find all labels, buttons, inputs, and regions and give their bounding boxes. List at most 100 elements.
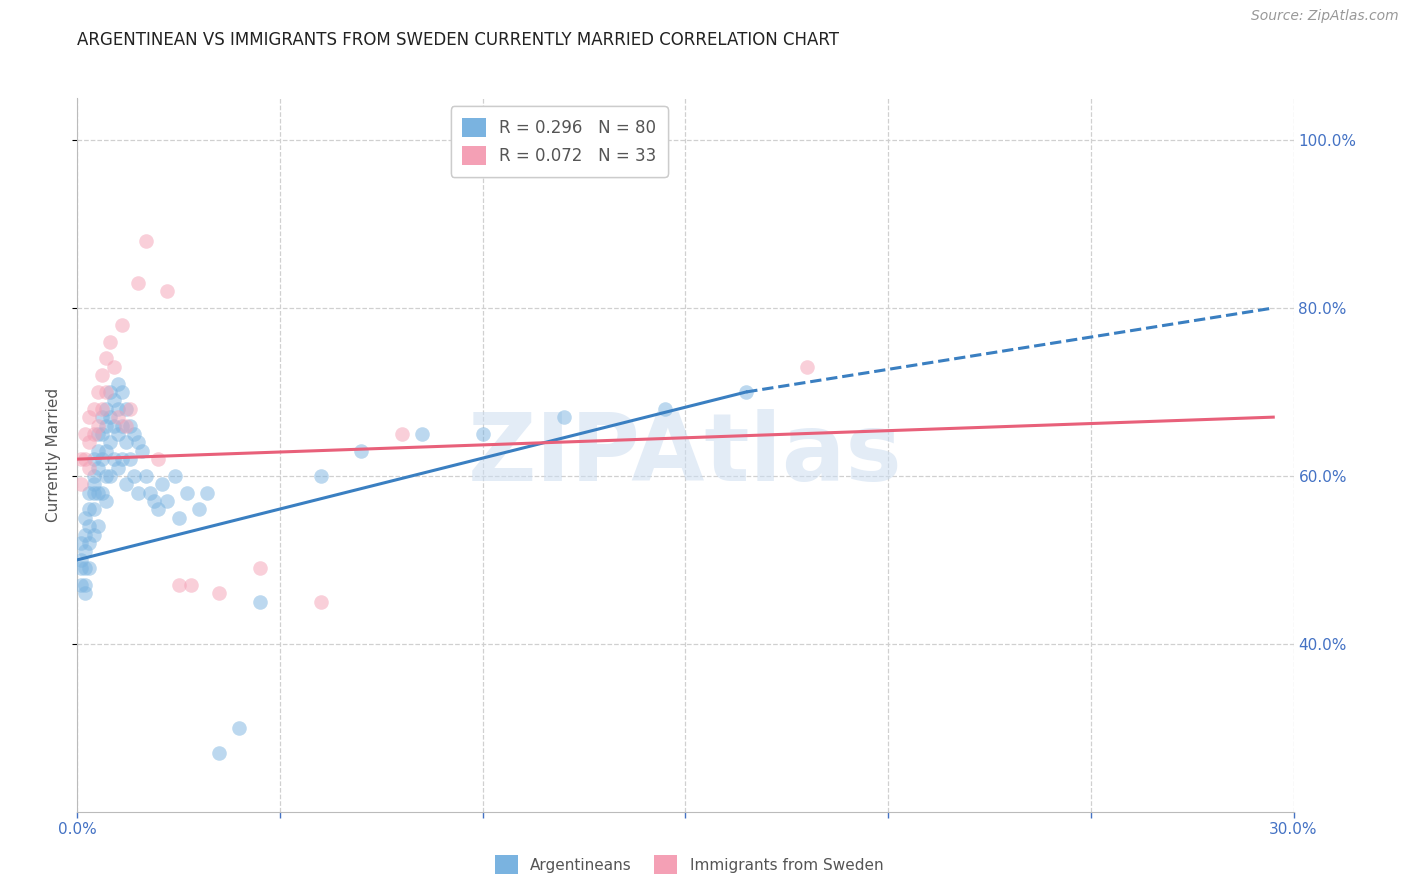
Point [115,435,138,450]
Point [155,494,177,508]
Point [139,485,162,500]
Point [94,469,117,483]
Point [86,485,108,500]
Point [107,460,129,475]
Point [103,393,125,408]
Point [75,578,97,592]
Point [553,410,575,425]
Point [86,384,108,399]
Text: ZIPAtlas: ZIPAtlas [468,409,903,501]
Point [79,435,101,450]
Point [94,351,117,366]
Point [83,502,105,516]
Point [111,452,134,467]
Point [471,426,494,441]
Legend: Argentineans, Immigrants from Sweden: Argentineans, Immigrants from Sweden [488,849,890,880]
Point [735,384,758,399]
Point [122,426,145,441]
Y-axis label: Currently Married: Currently Married [46,388,62,522]
Point [107,376,129,391]
Text: Source: ZipAtlas.com: Source: ZipAtlas.com [1251,9,1399,23]
Point [79,410,101,425]
Point [70,477,93,491]
Point [167,578,190,592]
Point [75,544,97,558]
Point [86,443,108,458]
Point [75,586,97,600]
Point [90,485,112,500]
Point [79,536,101,550]
Point [83,477,105,491]
Point [163,469,186,483]
Point [79,485,101,500]
Point [75,452,97,467]
Legend: R = 0.296   N = 80, R = 0.072   N = 33: R = 0.296 N = 80, R = 0.072 N = 33 [450,106,668,177]
Point [79,460,101,475]
Point [79,561,101,575]
Point [75,561,97,575]
Point [411,426,433,441]
Point [94,401,117,416]
Point [208,586,231,600]
Point [70,536,93,550]
Point [127,276,149,290]
Point [107,410,129,425]
Point [309,469,332,483]
Point [75,527,97,541]
Point [249,595,271,609]
Point [118,452,141,467]
Point [98,435,121,450]
Point [70,578,93,592]
Point [98,334,121,349]
Point [70,561,93,575]
Point [79,502,101,516]
Point [471,133,494,147]
Point [152,477,174,491]
Point [228,721,250,735]
Point [70,452,93,467]
Point [94,443,117,458]
Point [122,469,145,483]
Point [195,485,218,500]
Point [94,384,117,399]
Point [249,561,271,575]
Point [83,401,105,416]
Point [83,485,105,500]
Point [118,418,141,433]
Point [103,418,125,433]
Point [115,418,138,433]
Point [83,452,105,467]
Point [70,553,93,567]
Point [111,384,134,399]
Point [167,511,190,525]
Point [79,519,101,533]
Point [83,469,105,483]
Point [309,595,332,609]
Point [148,502,170,516]
Point [127,435,149,450]
Point [188,502,211,516]
Point [86,519,108,533]
Point [90,401,112,416]
Point [98,469,121,483]
Point [98,410,121,425]
Point [155,284,177,298]
Point [654,401,676,416]
Point [98,384,121,399]
Point [94,418,117,433]
Point [391,426,413,441]
Point [75,511,97,525]
Point [208,746,231,760]
Point [115,477,138,491]
Point [86,426,108,441]
Point [86,418,108,433]
Point [90,452,112,467]
Point [86,460,108,475]
Point [90,426,112,441]
Point [111,318,134,332]
Point [350,443,373,458]
Point [180,578,202,592]
Point [176,485,198,500]
Point [94,494,117,508]
Point [103,452,125,467]
